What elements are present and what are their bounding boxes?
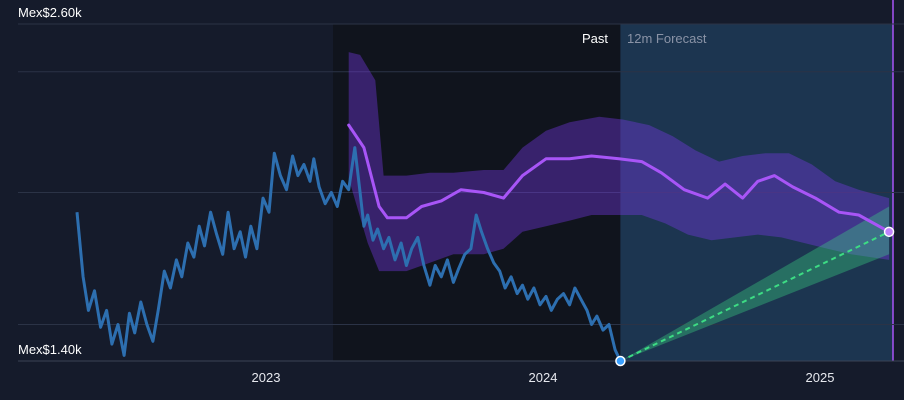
x-tick-2025: 2025 <box>806 370 835 385</box>
forecast-end-marker <box>883 226 895 238</box>
forecast-layer <box>619 206 890 362</box>
past-region-label: Past <box>582 31 608 46</box>
estimate-line-layer <box>347 123 891 234</box>
current-price-marker <box>615 355 626 367</box>
y-axis-top-label: Mex$2.60k <box>18 5 82 20</box>
forecast-cone <box>620 206 890 361</box>
x-tick-2023: 2023 <box>252 370 281 385</box>
analyst-estimate-line <box>347 123 891 234</box>
x-tick-2024: 2024 <box>529 370 558 385</box>
y-axis-bottom-label: Mex$1.40k <box>18 342 82 357</box>
price-line-layer <box>75 146 622 362</box>
marker-layer <box>615 226 895 367</box>
price-history-line <box>75 146 622 362</box>
forecast-dashed-line <box>619 230 890 362</box>
estimate-range-band <box>348 52 890 272</box>
grid-lines <box>18 23 904 362</box>
forecast-region-label: 12m Forecast <box>627 31 707 46</box>
estimate-band-layer <box>348 52 890 272</box>
